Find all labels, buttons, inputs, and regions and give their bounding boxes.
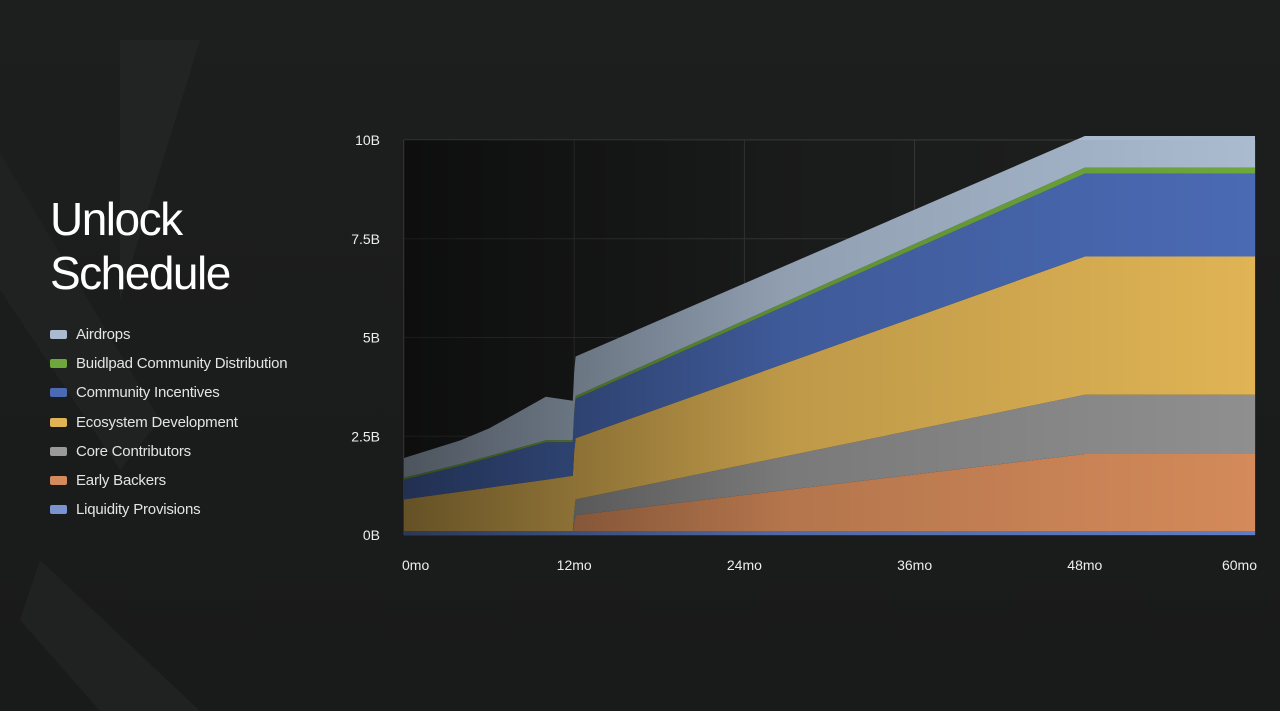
legend-item-buidlpad-community-distribution: Buidlpad Community Distribution <box>50 349 288 378</box>
legend-label: Early Backers <box>76 472 166 490</box>
chart-legend: Airdrops Buidlpad Community Distribution… <box>50 320 288 524</box>
title-line-1: Unlock <box>50 193 183 245</box>
x-tick-label: 24mo <box>727 557 762 573</box>
legend-label: Community Incentives <box>76 384 220 402</box>
y-tick-label: 2.5B <box>351 428 380 444</box>
y-tick-label: 10B <box>355 132 380 148</box>
legend-swatch <box>50 505 67 515</box>
legend-swatch <box>50 476 67 486</box>
x-axis-ticks: 0mo 12mo 24mo 36mo 48mo 60mo <box>402 557 1257 573</box>
page-title: Unlock Schedule <box>50 192 231 300</box>
legend-item-early-backers: Early Backers <box>50 466 287 495</box>
y-axis-ticks: 0B 2.5B 5B 7.5B 10B <box>351 132 380 543</box>
area-liquidity-provisions <box>404 531 1255 535</box>
title-line-2: Schedule <box>50 247 231 299</box>
x-tick-label: 60mo <box>1222 557 1257 573</box>
legend-label: Airdrops <box>76 326 131 344</box>
legend-item-liquidity-provisions: Liquidity Provisions <box>50 495 287 524</box>
legend-item-community-incentives: Community Incentives <box>50 378 287 407</box>
y-tick-label: 7.5B <box>351 231 380 247</box>
logo-watermark-icon <box>0 40 200 711</box>
legend-swatch <box>50 359 67 369</box>
x-tick-label: 0mo <box>402 557 429 573</box>
legend-swatch <box>50 446 67 456</box>
y-tick-label: 0B <box>363 527 380 543</box>
legend-item-ecosystem-development: Ecosystem Development <box>50 408 287 437</box>
legend-swatch <box>50 330 67 340</box>
legend-item-core-contributors: Core Contributors <box>50 437 287 466</box>
legend-label: Core Contributors <box>76 442 191 460</box>
x-tick-label: 48mo <box>1067 557 1102 573</box>
x-tick-label: 12mo <box>557 557 592 573</box>
legend-label: Ecosystem Development <box>76 413 238 431</box>
legend-swatch <box>50 417 67 427</box>
legend-label: Buidlpad Community Distribution <box>76 355 288 373</box>
y-tick-label: 5B <box>363 330 380 346</box>
legend-swatch <box>50 388 67 398</box>
legend-label: Liquidity Provisions <box>76 501 201 519</box>
x-tick-label: 36mo <box>897 557 932 573</box>
legend-item-airdrops: Airdrops <box>50 320 287 349</box>
